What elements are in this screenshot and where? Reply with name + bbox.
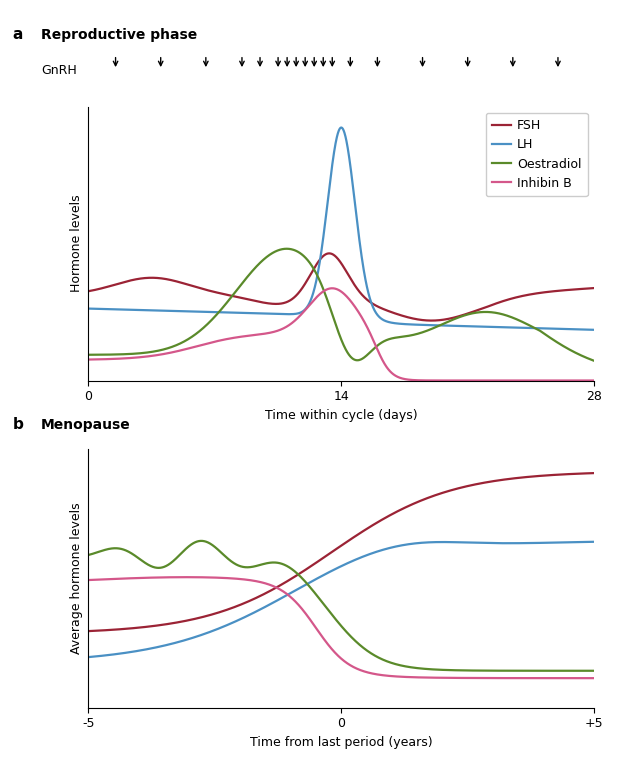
Oestradiol xyxy=(576,350,583,359)
Line: FSH: FSH xyxy=(88,253,594,320)
FSH xyxy=(590,284,598,293)
FSH xyxy=(576,285,583,294)
FSH xyxy=(85,287,92,296)
Inhibin B xyxy=(331,284,338,293)
LH xyxy=(590,325,598,334)
Inhibin B xyxy=(463,376,470,385)
Oestradiol xyxy=(483,307,490,317)
Oestradiol xyxy=(331,317,338,326)
Inhibin B xyxy=(576,376,584,385)
Text: b: b xyxy=(13,417,23,432)
LH xyxy=(483,322,490,331)
FSH xyxy=(576,285,584,294)
LH xyxy=(331,146,338,155)
Text: Reproductive phase: Reproductive phase xyxy=(41,28,197,42)
LH xyxy=(317,250,325,259)
FSH xyxy=(317,254,325,263)
Line: Oestradiol: Oestradiol xyxy=(88,249,594,361)
LH xyxy=(111,304,118,314)
Oestradiol xyxy=(590,356,598,365)
Y-axis label: Average hormone levels: Average hormone levels xyxy=(70,502,83,654)
Text: GnRH: GnRH xyxy=(41,64,77,78)
LH xyxy=(85,304,92,314)
FSH xyxy=(111,280,118,289)
Oestradiol xyxy=(111,350,118,359)
Oestradiol xyxy=(317,279,325,288)
Oestradiol xyxy=(283,244,291,253)
Legend: FSH, LH, Oestradiol, Inhibin B: FSH, LH, Oestradiol, Inhibin B xyxy=(486,113,588,196)
Inhibin B xyxy=(317,288,325,298)
FSH xyxy=(331,251,338,260)
Oestradiol xyxy=(576,350,583,359)
LH xyxy=(576,325,583,334)
Inhibin B xyxy=(328,284,336,293)
Text: a: a xyxy=(13,27,23,42)
Oestradiol xyxy=(85,350,92,359)
LH xyxy=(576,325,583,334)
Inhibin B xyxy=(590,376,598,385)
LH xyxy=(337,123,345,132)
FSH xyxy=(483,302,491,311)
FSH xyxy=(325,249,333,258)
Line: LH: LH xyxy=(88,128,594,330)
Inhibin B xyxy=(483,376,491,385)
Text: Menopause: Menopause xyxy=(41,419,131,432)
X-axis label: Time from last period (years): Time from last period (years) xyxy=(250,736,432,749)
Line: Inhibin B: Inhibin B xyxy=(88,288,594,380)
Inhibin B xyxy=(85,355,92,364)
X-axis label: Time within cycle (days): Time within cycle (days) xyxy=(265,409,418,422)
Y-axis label: Hormone levels: Hormone levels xyxy=(70,195,83,292)
Inhibin B xyxy=(576,376,583,385)
Inhibin B xyxy=(111,355,118,364)
FSH xyxy=(428,316,435,325)
